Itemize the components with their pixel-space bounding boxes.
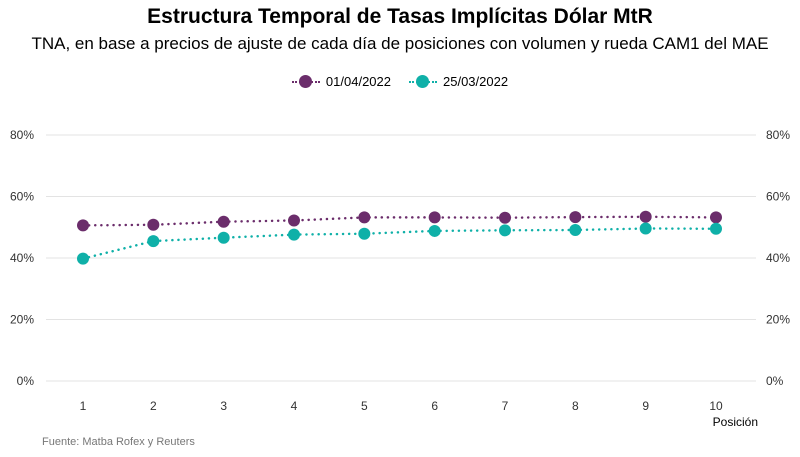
- y-tick-label-left-0: 0%: [17, 374, 35, 388]
- legend-label-series-1: 01/04/2022: [325, 74, 391, 89]
- y-tick-label-right-0: 0%: [766, 374, 784, 388]
- series-line-1: [81, 215, 718, 227]
- data-point-series-1-x7: [499, 211, 511, 224]
- x-tick-label-2: 2: [150, 399, 157, 413]
- source-note: Fuente: Matba Rofex y Reuters: [42, 436, 195, 448]
- data-point-series-2-x1: [77, 252, 89, 265]
- x-tick-label-1: 1: [80, 399, 87, 413]
- data-point-series-2-x4: [288, 228, 300, 241]
- y-tick-label-left-40: 40%: [10, 251, 34, 265]
- data-point-series-2-x6: [428, 224, 441, 237]
- x-axis-label: Posición: [713, 415, 758, 429]
- data-point-series-1-x9: [639, 210, 652, 223]
- x-tick-label-3: 3: [220, 399, 227, 413]
- x-tick-label-8: 8: [572, 399, 579, 413]
- data-point-series-2-x9: [639, 222, 652, 235]
- data-point-series-2-x10: [710, 222, 722, 235]
- x-tick-label-6: 6: [431, 399, 438, 413]
- legend-swatch-series-2: [409, 74, 437, 90]
- y-tick-label-right-40: 40%: [766, 251, 790, 265]
- data-point-series-1-x1: [77, 219, 89, 232]
- data-point-series-2-x5: [358, 227, 371, 240]
- data-point-series-1-x8: [569, 211, 582, 224]
- series-line-2: [81, 227, 718, 260]
- data-point-series-1-x4: [288, 214, 300, 227]
- data-point-series-2-x7: [499, 224, 511, 237]
- legend: 01/04/2022 25/03/2022: [0, 74, 800, 90]
- data-point-series-2-x8: [569, 224, 582, 237]
- y-tick-label-left-80: 80%: [10, 128, 34, 142]
- legend-item-series-1: 01/04/2022: [291, 74, 391, 90]
- y-tick-label-left-60: 60%: [10, 190, 34, 204]
- legend-swatch-series-1: [291, 74, 320, 90]
- data-point-series-1-x2: [147, 218, 160, 231]
- x-tick-label-5: 5: [361, 399, 368, 413]
- data-point-series-1-x3: [217, 215, 230, 228]
- data-point-series-1-x5: [358, 211, 371, 224]
- data-point-series-1-x10: [710, 211, 722, 224]
- y-tick-label-right-60: 60%: [766, 190, 790, 204]
- legend-item-series-2: 25/03/2022: [409, 74, 508, 90]
- data-point-series-2-x2: [147, 235, 160, 248]
- chart-subtitle: TNA, en base a precios de ajuste de cada…: [31, 34, 769, 53]
- y-tick-label-right-80: 80%: [766, 128, 790, 142]
- data-point-series-2-x3: [217, 231, 230, 244]
- x-tick-label-10: 10: [709, 399, 723, 413]
- x-tick-label-9: 9: [642, 399, 649, 413]
- y-tick-label-left-20: 20%: [10, 313, 34, 327]
- data-point-series-1-x6: [428, 211, 441, 224]
- x-tick-label-7: 7: [502, 399, 509, 413]
- x-tick-label-4: 4: [291, 399, 298, 413]
- legend-label-series-2: 25/03/2022: [443, 74, 509, 89]
- chart-title: Estructura Temporal de Tasas Implícitas …: [147, 5, 653, 28]
- y-tick-label-right-20: 20%: [766, 313, 790, 327]
